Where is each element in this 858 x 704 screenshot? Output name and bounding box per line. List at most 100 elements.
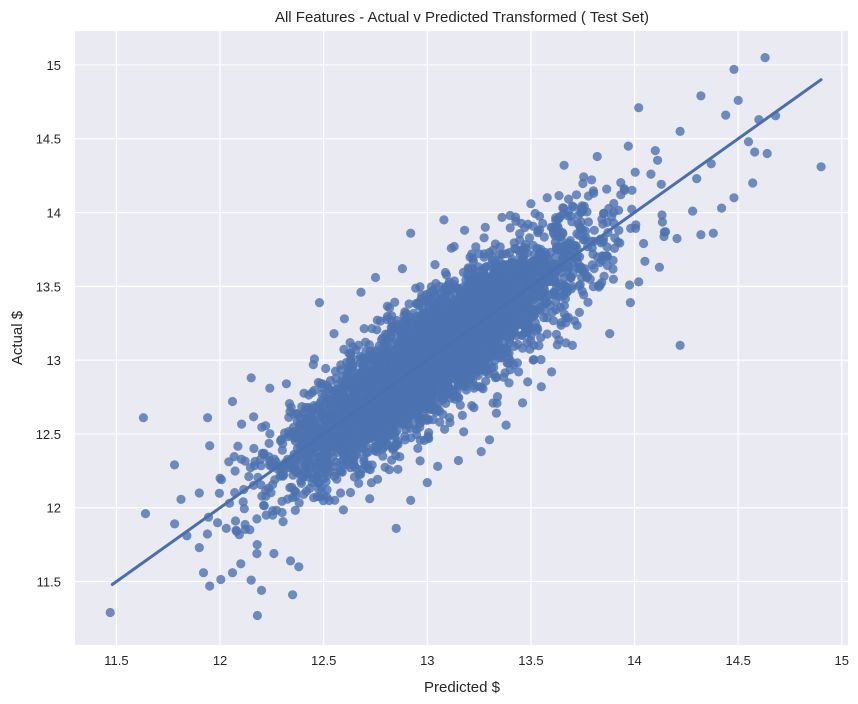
data-point: [429, 302, 439, 312]
data-point: [360, 418, 370, 428]
data-point: [614, 205, 624, 215]
x-axis-label: Predicted $: [424, 679, 501, 696]
data-point: [646, 169, 656, 179]
x-tick-label: 13.5: [518, 653, 543, 668]
data-point: [336, 365, 346, 375]
data-point: [495, 328, 505, 338]
data-point: [249, 412, 259, 422]
data-point: [571, 241, 581, 251]
data-point: [619, 184, 629, 194]
data-point: [434, 389, 445, 399]
data-point: [252, 549, 262, 559]
data-point: [294, 468, 304, 478]
data-point: [504, 348, 514, 358]
data-point: [332, 433, 342, 443]
x-axis-ticks: 11.5 12 12.5 13 13.5 14 14.5 15: [104, 653, 849, 668]
data-point: [292, 408, 302, 419]
data-point: [294, 562, 304, 572]
data-point: [639, 238, 649, 249]
data-point: [387, 455, 397, 465]
data-point: [565, 271, 575, 281]
data-point: [457, 410, 467, 420]
data-point: [524, 233, 535, 243]
data-point: [696, 91, 706, 101]
data-point: [281, 379, 291, 389]
data-point: [285, 556, 296, 566]
data-point: [515, 229, 525, 239]
data-point: [400, 431, 410, 441]
data-point: [551, 215, 561, 225]
data-point: [634, 277, 644, 287]
data-point: [640, 256, 650, 266]
data-point: [370, 272, 381, 283]
data-point: [672, 233, 682, 244]
data-point: [587, 175, 597, 185]
data-point: [283, 432, 293, 442]
data-point: [566, 211, 576, 221]
data-point: [490, 239, 500, 249]
data-point: [266, 488, 276, 498]
data-point: [170, 519, 180, 529]
data-point: [236, 454, 246, 464]
x-tick-label: 15: [835, 653, 849, 668]
x-tick-label: 12.5: [311, 653, 336, 668]
data-point: [420, 376, 430, 386]
data-point: [359, 362, 369, 372]
data-point: [413, 402, 423, 412]
regression-line: [110, 78, 823, 586]
data-point: [343, 460, 353, 470]
data-point: [279, 470, 289, 480]
data-point: [140, 508, 151, 519]
data-point: [448, 352, 458, 362]
data-point: [653, 155, 663, 165]
data-point: [505, 319, 515, 329]
data-point: [459, 427, 469, 437]
data-point: [440, 267, 450, 278]
data-point: [816, 162, 826, 172]
data-point: [506, 259, 516, 269]
data-point: [401, 424, 411, 435]
data-point: [359, 456, 369, 466]
data-point: [542, 193, 552, 203]
data-point: [613, 237, 623, 247]
data-point: [516, 319, 527, 329]
data-point: [322, 416, 332, 426]
data-point: [479, 249, 489, 259]
data-point: [321, 465, 331, 475]
data-point: [278, 517, 288, 527]
data-point: [476, 447, 486, 457]
x-tick-label: 14: [627, 653, 641, 668]
data-point: [356, 287, 366, 297]
data-point: [365, 465, 375, 475]
data-point: [602, 242, 612, 252]
data-point: [336, 488, 346, 498]
data-point: [479, 233, 489, 243]
data-point: [748, 178, 758, 188]
data-point: [692, 174, 702, 184]
data-point: [352, 442, 362, 452]
data-point: [483, 320, 493, 331]
data-point: [522, 338, 532, 348]
data-point: [551, 277, 561, 287]
data-point: [481, 376, 491, 386]
data-point: [245, 525, 255, 535]
data-point: [236, 559, 246, 569]
data-point: [492, 392, 503, 402]
y-axis-ticks: 11.5 12 12.5 13 13.5 14 14.5 15: [36, 58, 61, 590]
y-tick-label: 14: [47, 206, 61, 221]
data-point: [529, 249, 539, 259]
data-point: [215, 473, 225, 483]
data-point: [592, 151, 602, 162]
data-point: [509, 341, 519, 351]
data-point: [369, 347, 380, 357]
data-point: [233, 441, 243, 451]
data-point: [469, 305, 479, 315]
data-point: [505, 210, 515, 221]
data-point: [386, 327, 396, 337]
data-point: [214, 488, 224, 498]
data-point: [486, 351, 496, 361]
data-point: [357, 432, 367, 443]
data-point: [422, 478, 432, 488]
data-point: [344, 348, 354, 358]
